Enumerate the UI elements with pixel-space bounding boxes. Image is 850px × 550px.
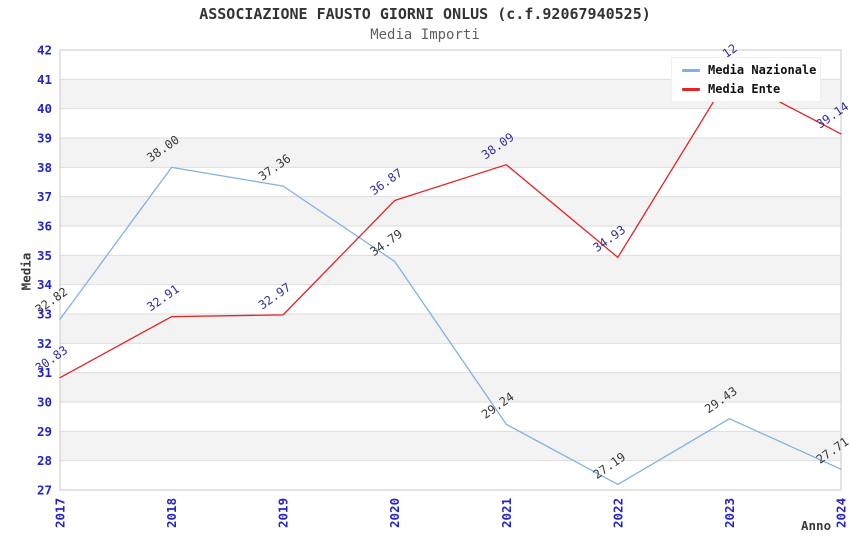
x-axis-label: Anno <box>801 518 832 533</box>
y-tick-label: 36 <box>37 219 52 234</box>
y-tick-label: 40 <box>37 101 52 116</box>
chart-title: ASSOCIAZIONE FAUSTO GIORNI ONLUS (c.f.92… <box>199 5 651 23</box>
y-tick-label: 28 <box>37 453 52 468</box>
y-tick-label: 35 <box>37 248 52 263</box>
x-tick-label: 2021 <box>499 498 514 528</box>
y-tick-label: 33 <box>37 307 52 322</box>
x-tick-label: 2024 <box>834 498 849 528</box>
y-tick-label: 27 <box>37 483 52 498</box>
legend-label: Media Nazionale <box>708 63 817 77</box>
x-tick-label: 2018 <box>164 498 179 528</box>
x-tick-label: 2017 <box>53 498 68 528</box>
legend-item-media-ente: Media Ente <box>672 80 820 98</box>
x-tick-label: 2023 <box>722 498 737 528</box>
chart-subtitle: Media Importi <box>370 27 480 43</box>
y-tick-label: 34 <box>37 277 52 292</box>
y-tick-label: 30 <box>37 395 52 410</box>
y-tick-label: 29 <box>37 424 52 439</box>
y-tick-label: 42 <box>37 43 52 58</box>
y-tick-label: 32 <box>37 336 52 351</box>
series-line <box>59 75 842 379</box>
x-tick-label: 2020 <box>387 498 402 528</box>
x-tick-label: 2019 <box>276 498 291 528</box>
media-ente-line-swatch <box>682 87 700 91</box>
y-tick-label: 38 <box>37 160 52 175</box>
y-tick-label: 31 <box>37 365 52 380</box>
media-nazionale-line-swatch <box>682 68 700 72</box>
legend: Media Nazionale Media Ente <box>671 57 821 102</box>
legend-label: Media Ente <box>708 82 781 96</box>
y-tick-label: 39 <box>37 131 52 146</box>
legend-item-media-nazionale: Media Nazionale <box>672 61 820 79</box>
y-tick-label: 37 <box>37 189 52 204</box>
series-line <box>59 166 842 486</box>
x-tick-label: 2022 <box>610 498 625 528</box>
y-tick-label: 41 <box>37 72 52 87</box>
